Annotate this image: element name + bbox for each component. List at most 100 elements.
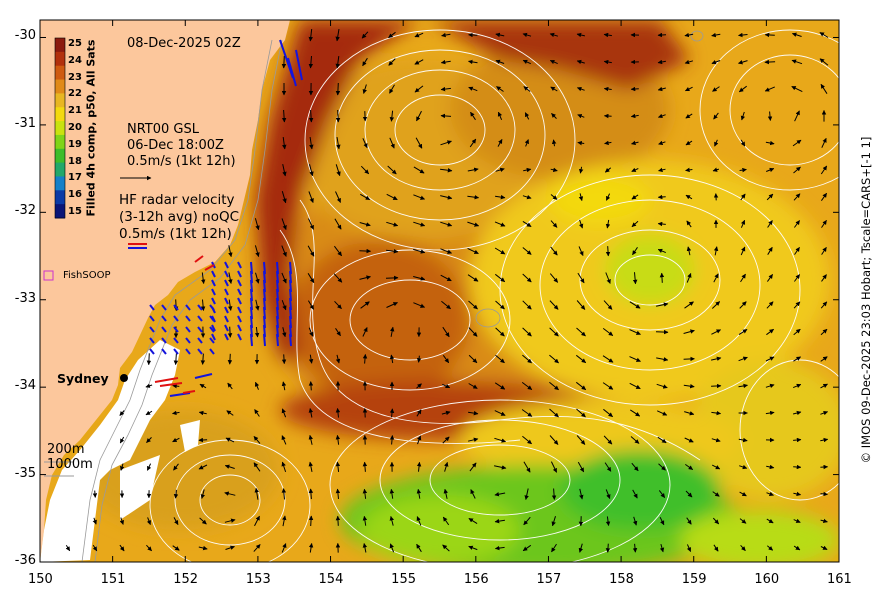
velocity-arrow bbox=[765, 410, 775, 416]
velocity-arrow bbox=[714, 139, 719, 147]
velocity-arrow bbox=[793, 545, 801, 551]
velocity-arrow bbox=[683, 329, 695, 334]
velocity-arrow bbox=[820, 383, 828, 389]
velocity-arrow bbox=[146, 463, 152, 471]
velocity-arrow bbox=[710, 356, 722, 361]
velocity-arrow bbox=[605, 516, 611, 527]
velocity-arrow bbox=[254, 245, 260, 258]
velocity-arrow bbox=[173, 517, 179, 525]
velocity-arrow bbox=[413, 248, 426, 254]
hf-radar-arrow bbox=[173, 326, 179, 333]
depth-label-200m: 200m bbox=[47, 442, 85, 457]
velocity-arrow bbox=[604, 462, 612, 472]
hf-radar-arrow bbox=[161, 315, 167, 322]
velocity-arrow bbox=[657, 86, 666, 92]
velocity-arrow bbox=[335, 56, 340, 69]
velocity-arrow bbox=[146, 353, 152, 366]
velocity-arrow bbox=[335, 488, 341, 499]
hf-radar-arrow bbox=[211, 288, 216, 296]
velocity-arrow bbox=[740, 219, 746, 228]
velocity-arrow bbox=[467, 194, 480, 200]
hf-radar-arrow bbox=[161, 337, 167, 344]
colorbar-title: Filled 4h comp, p50, All Sats bbox=[84, 39, 98, 217]
velocity-arrow bbox=[440, 274, 452, 282]
depth-label-1000m: 1000m bbox=[47, 457, 93, 472]
velocity-arrow bbox=[522, 220, 532, 228]
velocity-arrow bbox=[228, 245, 233, 258]
velocity-arrow bbox=[227, 326, 233, 338]
velocity-arrow bbox=[605, 193, 611, 201]
velocity-arrow bbox=[713, 544, 719, 552]
velocity-arrow bbox=[146, 517, 152, 526]
hf-radar-arrow bbox=[263, 333, 266, 347]
velocity-arrow bbox=[416, 516, 422, 526]
colorbar-swatch bbox=[55, 65, 65, 81]
velocity-arrow bbox=[362, 488, 368, 499]
velocity-arrow bbox=[496, 86, 504, 92]
velocity-arrow bbox=[576, 300, 586, 310]
velocity-arrow bbox=[253, 462, 261, 472]
hf-radar-arrow bbox=[237, 306, 242, 314]
velocity-arrow bbox=[119, 517, 124, 525]
hf-radar-arrow bbox=[224, 270, 229, 278]
velocity-arrow bbox=[467, 274, 479, 282]
velocity-arrow bbox=[92, 517, 97, 525]
hf-radar-arrow bbox=[209, 326, 215, 333]
velocity-arrow bbox=[335, 515, 341, 526]
velocity-arrow bbox=[468, 410, 479, 416]
velocity-arrow bbox=[578, 166, 584, 174]
credit-label: © IMOS 09-Dec-2025 23:03 Hobart; Tscale=… bbox=[859, 136, 873, 464]
velocity-arrow bbox=[551, 113, 557, 119]
velocity-arrow bbox=[282, 163, 287, 177]
velocity-arrow bbox=[575, 381, 587, 391]
x-tick-label: 152 bbox=[173, 572, 199, 587]
velocity-arrow bbox=[119, 410, 125, 416]
velocity-arrow bbox=[629, 301, 641, 309]
hf-radar-arrow bbox=[237, 270, 242, 278]
hf-radar-arrow bbox=[237, 297, 242, 305]
velocity-arrow bbox=[551, 139, 557, 147]
velocity-arrow bbox=[740, 246, 746, 256]
velocity-arrow bbox=[522, 544, 532, 552]
velocity-arrow bbox=[711, 329, 722, 335]
velocity-arrow bbox=[335, 82, 341, 96]
velocity-arrow bbox=[441, 32, 451, 38]
velocity-arrow bbox=[740, 544, 746, 552]
velocity-arrow bbox=[821, 220, 827, 228]
hf-radar-arrow bbox=[185, 337, 191, 344]
velocity-arrow bbox=[766, 274, 774, 282]
velocity-arrow bbox=[468, 327, 478, 337]
velocity-arrow bbox=[522, 32, 532, 38]
velocity-arrow bbox=[470, 111, 476, 121]
colorbar-tick-label: 20 bbox=[68, 122, 82, 133]
velocity-arrow bbox=[577, 114, 585, 119]
hf-radar-arrow bbox=[197, 337, 203, 344]
velocity-arrow bbox=[281, 461, 287, 473]
velocity-arrow bbox=[413, 221, 426, 227]
velocity-arrow bbox=[576, 408, 586, 418]
height-contours bbox=[149, 29, 839, 562]
velocity-arrow bbox=[686, 272, 692, 283]
y-tick-label: -31 bbox=[14, 115, 36, 131]
velocity-arrow bbox=[685, 463, 694, 471]
hf-radar-arrow bbox=[173, 315, 179, 322]
y-tick-label: -33 bbox=[14, 290, 36, 306]
velocity-arrow bbox=[442, 516, 450, 526]
velocity-arrow bbox=[521, 409, 533, 417]
velocity-arrow bbox=[549, 32, 559, 38]
colorbar-frame bbox=[54, 37, 66, 219]
hf-radar-arrow bbox=[149, 315, 155, 322]
velocity-arrow bbox=[523, 461, 531, 473]
velocity-arrow bbox=[495, 167, 505, 173]
velocity-arrow bbox=[335, 354, 341, 364]
velocity-arrow bbox=[335, 434, 341, 445]
velocity-arrow bbox=[198, 545, 208, 551]
colorbar-swatch bbox=[55, 190, 65, 205]
velocity-arrow bbox=[200, 299, 206, 311]
sydney-label: Sydney bbox=[57, 371, 109, 386]
colorbar-tick-label: 17 bbox=[68, 172, 82, 184]
velocity-arrow bbox=[497, 139, 503, 147]
fishsoop-marker bbox=[43, 270, 54, 281]
velocity-arrow bbox=[308, 191, 314, 204]
